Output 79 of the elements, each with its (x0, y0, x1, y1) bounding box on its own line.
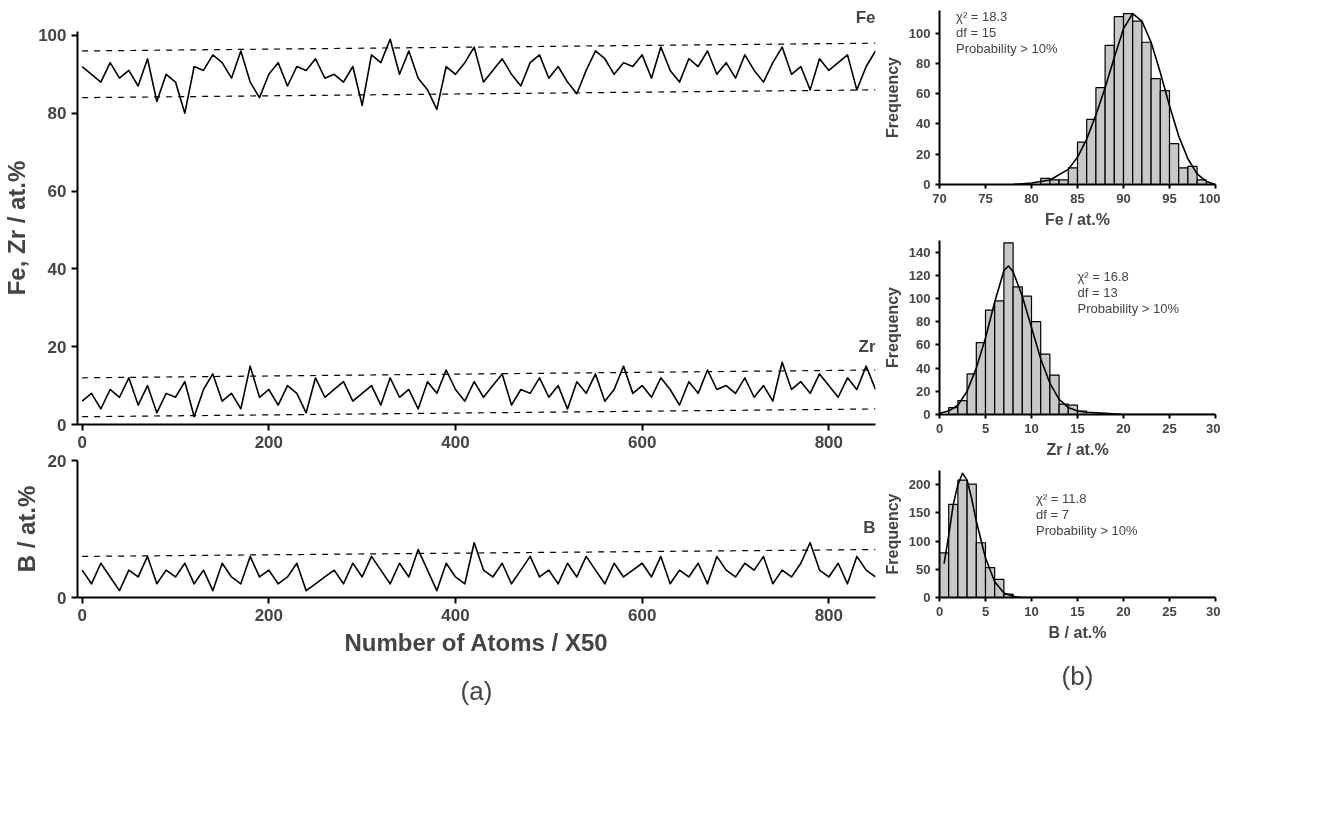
y-tick-label: 0 (923, 177, 931, 192)
x-tick-label: 600 (627, 605, 657, 625)
y-tick-label: 40 (916, 116, 931, 132)
y-axis-title: B / at.% (12, 485, 40, 573)
annotation: df = 7 (1036, 507, 1069, 523)
y-tick-label: 20 (916, 383, 931, 399)
y-tick-label: 60 (916, 337, 931, 353)
x-axis-title: Fe / at.% (1045, 210, 1110, 228)
x-axis-title: B / at.% (1048, 623, 1107, 641)
x-tick-label: 600 (627, 432, 657, 452)
x-tick-label: 95 (1162, 190, 1177, 206)
y-tick-label: 60 (916, 86, 931, 102)
y-tick-label: 20 (47, 451, 67, 471)
x-tick-label: 20 (1116, 420, 1131, 436)
y-tick-label: 40 (47, 259, 67, 279)
x-tick-label: 70 (932, 190, 947, 206)
x-tick-label: 800 (814, 432, 844, 452)
y-axis-title: Frequency (883, 56, 901, 138)
x-tick-label: 30 (1206, 420, 1221, 436)
x-tick-label: 30 (1206, 603, 1221, 619)
y-tick-label: 100 (38, 26, 67, 46)
annotation: Probability > 10% (956, 41, 1059, 57)
annotation: χ² = 11.8 (1036, 491, 1087, 507)
x-axis-title: Number of Atoms / X50 (344, 628, 608, 656)
x-tick-label: 100 (1198, 190, 1221, 206)
x-tick-label: 0 (77, 432, 87, 452)
y-tick-label: 50 (916, 561, 931, 577)
x-tick-label: 0 (935, 420, 944, 436)
x-axis-title: Zr / at.% (1046, 440, 1109, 458)
x-tick-label: 15 (1070, 420, 1085, 436)
annotation: Probability > 10% (1077, 301, 1180, 316)
y-tick-label: 20 (916, 146, 931, 162)
y-axis-title: Frequency (883, 286, 901, 368)
y-tick-label: 100 (908, 291, 931, 306)
x-tick-label: 90 (1116, 190, 1131, 206)
y-tick-label: 0 (923, 407, 931, 422)
y-tick-label: 100 (908, 25, 931, 41)
y-tick-label: 60 (47, 182, 67, 202)
x-tick-label: 5 (981, 420, 990, 436)
x-tick-label: 75 (978, 190, 993, 206)
y-tick-label: 20 (47, 337, 67, 357)
y-tick-label: 40 (916, 360, 931, 376)
x-tick-label: 20 (1116, 603, 1131, 619)
y-tick-label: 80 (916, 314, 931, 330)
x-tick-label: 25 (1162, 603, 1177, 619)
y-axis-title: Fe, Zr / at.% (3, 160, 31, 296)
y-tick-label: 80 (47, 104, 67, 124)
x-tick-label: 0 (935, 603, 944, 619)
y-tick-label: 140 (908, 244, 931, 260)
series-label: Zr (858, 337, 876, 357)
x-tick-label: 400 (441, 432, 470, 452)
annotation: χ² = 16.8 (1077, 269, 1129, 284)
y-tick-label: 120 (908, 267, 931, 283)
annotation: df = 15 (956, 25, 997, 41)
x-tick-label: 85 (1070, 190, 1085, 206)
x-tick-label: 10 (1024, 420, 1039, 436)
y-tick-label: 150 (908, 505, 931, 521)
x-tick-label: 200 (254, 432, 284, 452)
x-tick-label: 10 (1024, 603, 1039, 619)
x-tick-label: 400 (441, 605, 470, 625)
y-tick-label: 80 (916, 55, 931, 71)
y-tick-label: 200 (908, 477, 931, 493)
series-label: Fe (855, 7, 876, 27)
text: (a) (460, 675, 493, 706)
x-tick-label: 200 (254, 605, 284, 625)
y-tick-label: 100 (908, 533, 931, 549)
annotation: df = 13 (1077, 285, 1118, 300)
x-tick-label: 5 (981, 603, 990, 619)
x-tick-label: 0 (77, 605, 87, 625)
x-tick-label: 15 (1070, 603, 1085, 619)
x-tick-label: 25 (1162, 420, 1177, 436)
y-tick-label: 0 (923, 590, 931, 605)
x-tick-label: 800 (814, 605, 844, 625)
annotation: Probability > 10% (1036, 523, 1139, 539)
annotation: χ² = 18.3 (956, 9, 1008, 25)
text: (b) (1061, 660, 1094, 691)
series-label: B (863, 517, 876, 537)
y-axis-title: Frequency (883, 493, 901, 575)
x-tick-label: 80 (1024, 190, 1039, 206)
